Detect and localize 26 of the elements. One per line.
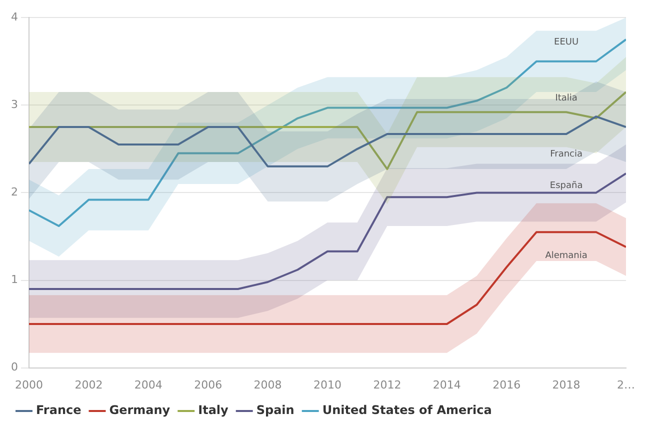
x-tick-label: 2012 — [373, 378, 402, 392]
x-tick-label: 2000 — [15, 378, 43, 392]
y-tick-label: 2 — [11, 186, 18, 199]
y-tick-label: 4 — [11, 10, 18, 24]
y-tick-label: 3 — [11, 98, 18, 112]
annotation: Italia — [555, 93, 578, 104]
legend-label: France — [36, 403, 82, 418]
x-tick-label: 2018 — [552, 378, 580, 392]
x-tick-label: 2002 — [74, 378, 103, 392]
annotation: Francia — [550, 150, 583, 160]
x-tick-label: 2… — [617, 378, 635, 392]
annotation: Alemania — [545, 251, 588, 262]
annotation: EEUU — [554, 37, 579, 48]
annotation: España — [550, 181, 583, 192]
x-tick-label: 2016 — [492, 378, 521, 392]
x-tick-label: 2010 — [314, 378, 342, 392]
y-tick-label: 0 — [11, 360, 18, 374]
x-tick-label: 2006 — [194, 378, 222, 392]
legend-label: Germany — [109, 403, 170, 418]
legend-label: Italy — [198, 403, 229, 418]
legend-label: United States of America — [322, 403, 492, 418]
legend-label: Spain — [256, 403, 294, 418]
x-tick-label: 2014 — [432, 378, 461, 392]
y-tick-label: 1 — [11, 273, 18, 286]
x-tick-label: 2004 — [134, 378, 162, 392]
x-tick-label: 2008 — [254, 378, 282, 392]
